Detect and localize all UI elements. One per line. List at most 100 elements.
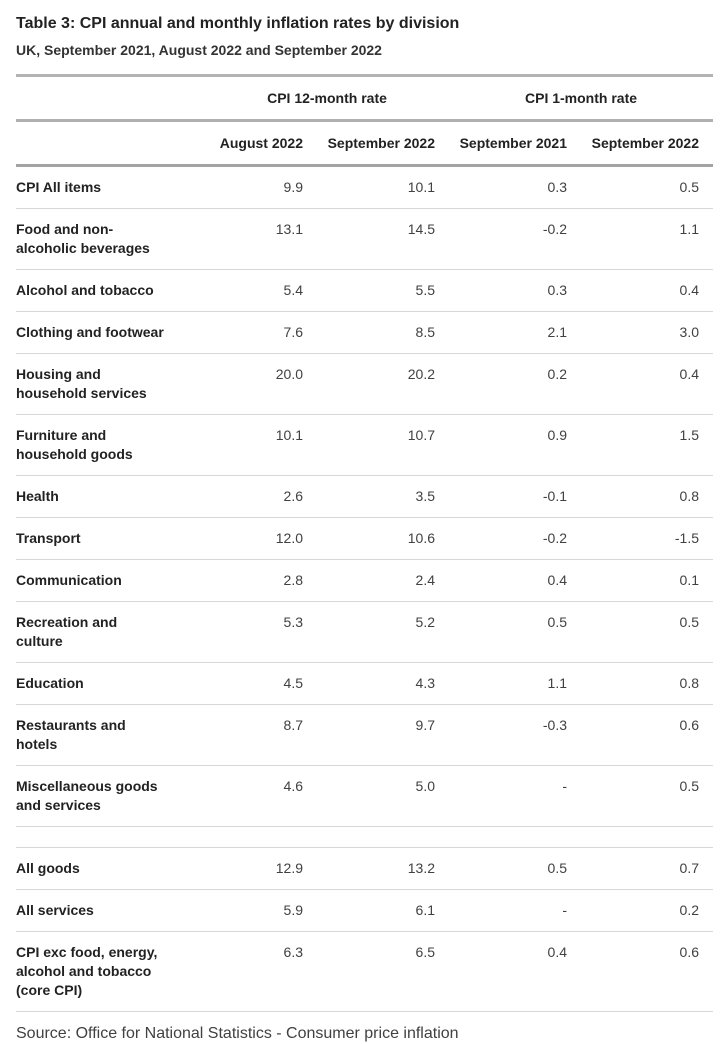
cpi-inflation-table: CPI 12-month rate CPI 1-month rate Augus…	[16, 74, 714, 1012]
value-cell: 4.3	[303, 662, 435, 705]
value-cell: 9.7	[303, 704, 435, 766]
value-cell: 0.3	[435, 165, 567, 209]
value-cell: 0.6	[567, 931, 714, 1012]
value-cell: 6.1	[303, 889, 435, 932]
value-cell: 0.4	[435, 931, 567, 1012]
value-cell	[567, 826, 714, 848]
value-cell: 0.5	[567, 165, 714, 209]
table-body: CPI All items 9.9 10.1 0.3 0.5 Food and non-a…	[16, 165, 714, 1012]
value-cell: 20.0	[171, 353, 303, 415]
row-label: Transport	[16, 517, 171, 560]
table-row: Furniture and household goods 10.1 10.7 0.9…	[16, 414, 714, 476]
table-head: CPI 12-month rate CPI 1-month rate Augus…	[16, 75, 714, 167]
value-cell: -1.5	[567, 517, 714, 560]
value-cell: 2.6	[171, 475, 303, 518]
table-row: Education 4.5 4.3 1.1 0.8	[16, 662, 714, 705]
value-cell: 6.5	[303, 931, 435, 1012]
value-cell: 0.7	[567, 847, 714, 890]
value-cell: 2.4	[303, 559, 435, 602]
value-cell: 10.7	[303, 414, 435, 476]
row-label: All services	[16, 889, 171, 932]
value-cell: 12.0	[171, 517, 303, 560]
group-header-empty	[16, 75, 171, 122]
value-cell: 4.6	[171, 765, 303, 827]
table-row: All goods 12.9 13.2 0.5 0.7	[16, 847, 714, 890]
value-cell: 0.4	[435, 559, 567, 602]
table-row: Alcohol and tobacco 5.4 5.5 0.3 0.4	[16, 269, 714, 312]
value-cell: 5.4	[171, 269, 303, 312]
value-cell: 10.1	[171, 414, 303, 476]
table-row: Communication 2.8 2.4 0.4 0.1	[16, 559, 714, 602]
value-cell: 0.8	[567, 475, 714, 518]
value-cell: 0.4	[567, 353, 714, 415]
table-row: Recreation and culture 5.3 5.2 0.5 0.5	[16, 601, 714, 663]
value-cell: -	[435, 765, 567, 827]
value-cell: 9.9	[171, 165, 303, 209]
table-row: CPI exc food, energy, alcohol and tobacc…	[16, 931, 714, 1012]
value-cell: 0.3	[435, 269, 567, 312]
value-cell: -0.2	[435, 208, 567, 270]
value-cell: 0.5	[435, 847, 567, 890]
value-cell: -	[435, 889, 567, 932]
value-cell: 5.2	[303, 601, 435, 663]
table-row: All services 5.9 6.1-0.2	[16, 889, 714, 932]
row-label: Restaurants and hotels	[16, 704, 171, 766]
row-label: Recreation and culture	[16, 601, 171, 663]
group-header-1-month: CPI 1-month rate	[435, 75, 714, 122]
table-row: Restaurants and hotels 8.7 9.7 -0.3 0.6	[16, 704, 714, 766]
group-header-12-month: CPI 12-month rate	[171, 75, 435, 122]
table-row: Housing and household services 20.0 20.2 0.…	[16, 353, 714, 415]
row-label: Food and non-alcoholic beverages	[16, 208, 171, 270]
value-cell: 0.8	[567, 662, 714, 705]
value-cell: 20.2	[303, 353, 435, 415]
row-label: Health	[16, 475, 171, 518]
column-header-empty	[16, 120, 171, 167]
row-label: Miscellaneous goods and services	[16, 765, 171, 827]
value-cell: -0.3	[435, 704, 567, 766]
value-cell: 0.4	[567, 269, 714, 312]
column-header-row: August 2022 September 2022 September 202…	[16, 120, 714, 167]
value-cell: 6.3	[171, 931, 303, 1012]
table-row: Transport 12.0 10.6 -0.2 -1.5	[16, 517, 714, 560]
value-cell: 8.7	[171, 704, 303, 766]
value-cell: 5.5	[303, 269, 435, 312]
value-cell: 10.1	[303, 165, 435, 209]
column-header-aug-2022: August 2022	[171, 120, 303, 167]
value-cell: 3.5	[303, 475, 435, 518]
value-cell: 8.5	[303, 311, 435, 354]
page-title: Table 3: CPI annual and monthly inflatio…	[16, 15, 460, 32]
column-header-sep-2022-monthly: September 2022	[567, 120, 714, 167]
table-row: Food and non-alcoholic beverages 13.1 14.5…	[16, 208, 714, 270]
value-cell: 0.2	[435, 353, 567, 415]
spacer-row	[16, 826, 714, 848]
value-cell: 0.5	[567, 765, 714, 827]
value-cell: 13.2	[303, 847, 435, 890]
value-cell: 5.0	[303, 765, 435, 827]
value-cell: 5.3	[171, 601, 303, 663]
table-row: Health 2.6 3.5 -0.1 0.8	[16, 475, 714, 518]
value-cell: 0.6	[567, 704, 714, 766]
row-label: Housing and household services	[16, 353, 171, 415]
column-header-sep-2021: September 2021	[435, 120, 567, 167]
value-cell: 0.2	[567, 889, 714, 932]
row-label: Communication	[16, 559, 171, 602]
value-cell	[171, 826, 303, 848]
row-label: Education	[16, 662, 171, 705]
value-cell: 0.1	[567, 559, 714, 602]
value-cell: 2.1	[435, 311, 567, 354]
row-label: CPI exc food, energy, alcohol and tobacc…	[16, 931, 171, 1012]
row-label: Clothing and footwear	[16, 311, 171, 354]
value-cell: 3.0	[567, 311, 714, 354]
value-cell: 0.5	[567, 601, 714, 663]
table-row: CPI All items 9.9 10.1 0.3 0.5	[16, 165, 714, 209]
row-label: CPI All items	[16, 165, 171, 209]
row-label: Furniture and household goods	[16, 414, 171, 476]
value-cell: 14.5	[303, 208, 435, 270]
value-cell: 1.1	[435, 662, 567, 705]
table-row: Miscellaneous goods and services 4.6 5.0-0…	[16, 765, 714, 827]
value-cell	[303, 826, 435, 848]
page-subtitle: UK, September 2021, August 2022 and Sept…	[16, 42, 382, 58]
value-cell: 2.8	[171, 559, 303, 602]
value-cell: 0.5	[435, 601, 567, 663]
value-cell: -0.1	[435, 475, 567, 518]
